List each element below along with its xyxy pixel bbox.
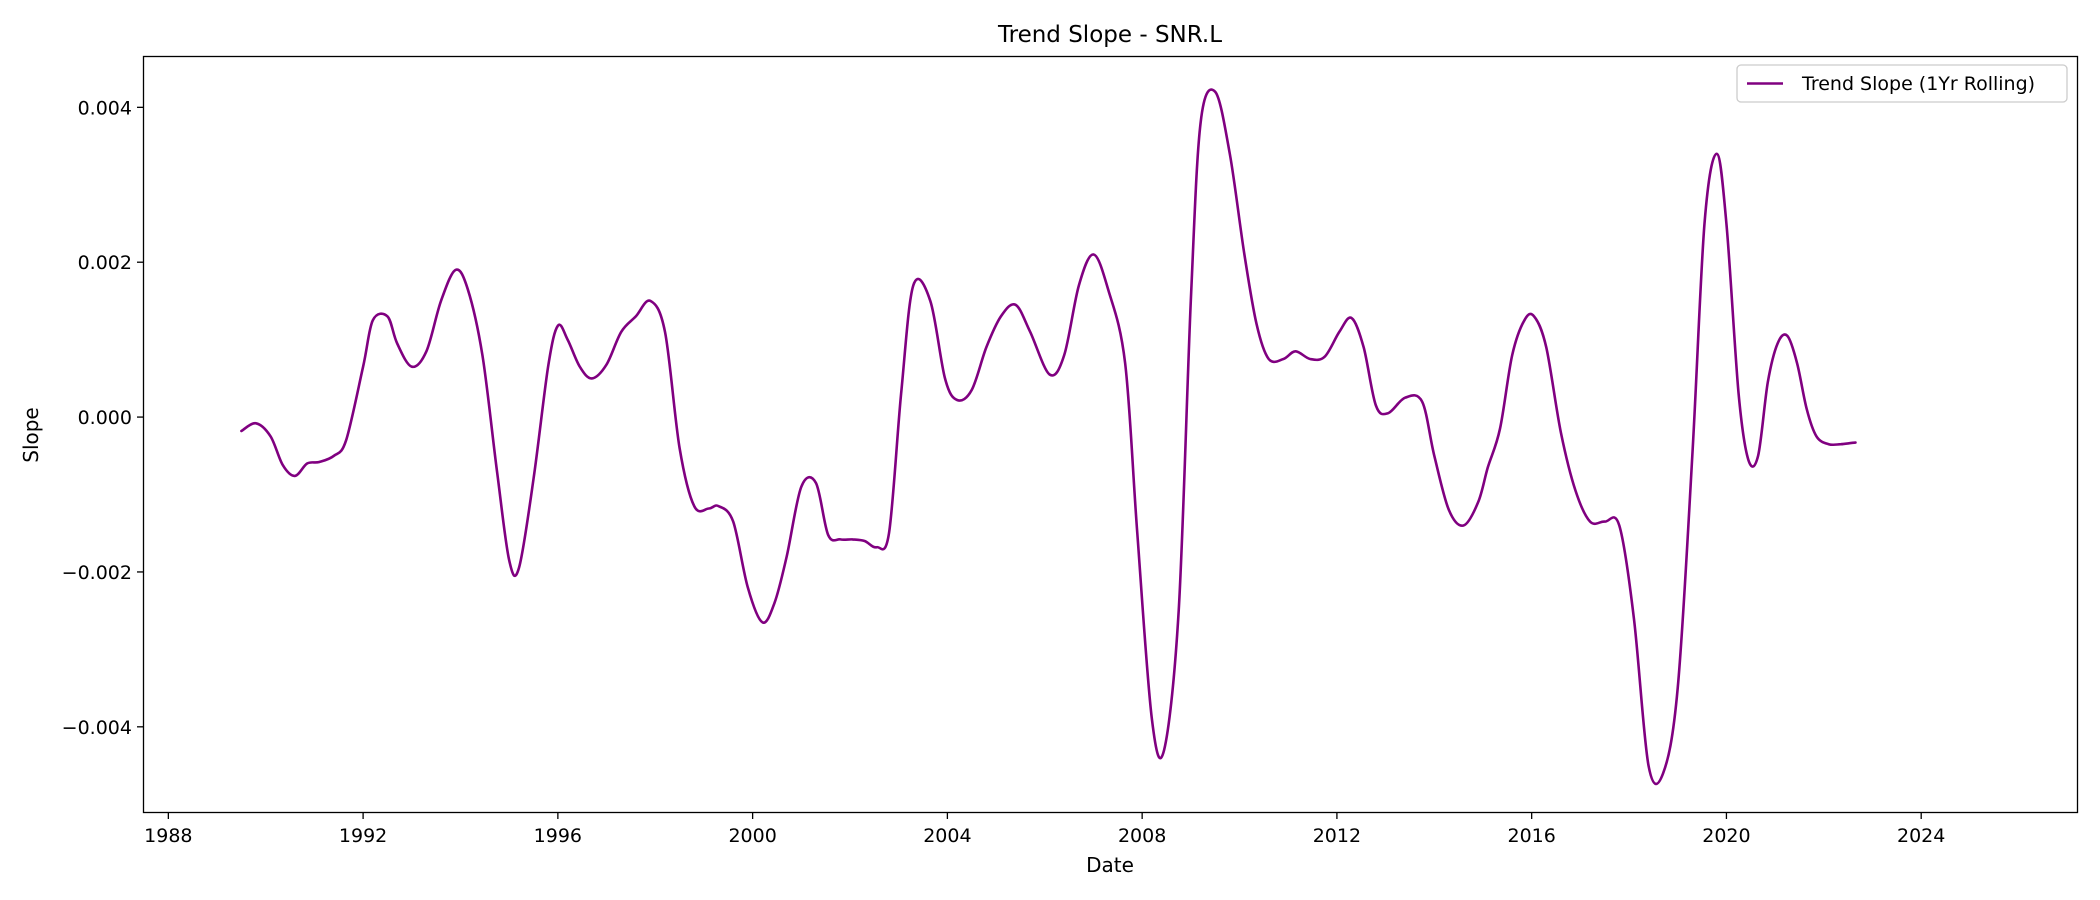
x-tick-label: 2016 — [1507, 825, 1555, 847]
plot-area — [142, 55, 2079, 814]
chart-title: Trend Slope - SNR.L — [997, 22, 1222, 48]
y-tick-label: −0.004 — [62, 717, 132, 739]
y-tick-label: −0.002 — [62, 562, 132, 584]
legend-label: Trend Slope (1Yr Rolling) — [1801, 73, 2035, 95]
x-tick-label: 2024 — [1897, 825, 1945, 847]
x-tick-label: 2012 — [1313, 825, 1361, 847]
legend: Trend Slope (1Yr Rolling) — [1736, 64, 2068, 103]
y-tick-label: 0.004 — [78, 97, 132, 119]
y-axis: −0.004 −0.002 0.000 0.002 0.004 — [62, 97, 144, 739]
x-tick-label: 1996 — [534, 825, 582, 847]
legend-box — [1736, 64, 2068, 103]
y-tick-label: 0.002 — [78, 252, 132, 274]
x-tick-label: 2008 — [1118, 825, 1166, 847]
axes-frame — [142, 55, 2079, 814]
x-tick-label: 1992 — [339, 825, 387, 847]
x-tick-label: 2000 — [728, 825, 776, 847]
series-line-trend-slope — [240, 88, 1857, 786]
y-tick-label: 0.000 — [78, 407, 132, 429]
x-axis-label: Date — [1086, 853, 1134, 877]
x-axis: 1988 1992 1996 2000 2004 2008 2012 2016 2020 2024 — [144, 812, 1945, 847]
x-tick-label: 2004 — [923, 825, 971, 847]
y-axis-label: Slope — [19, 407, 43, 463]
x-tick-label: 1988 — [144, 825, 192, 847]
x-tick-label: 2020 — [1702, 825, 1750, 847]
